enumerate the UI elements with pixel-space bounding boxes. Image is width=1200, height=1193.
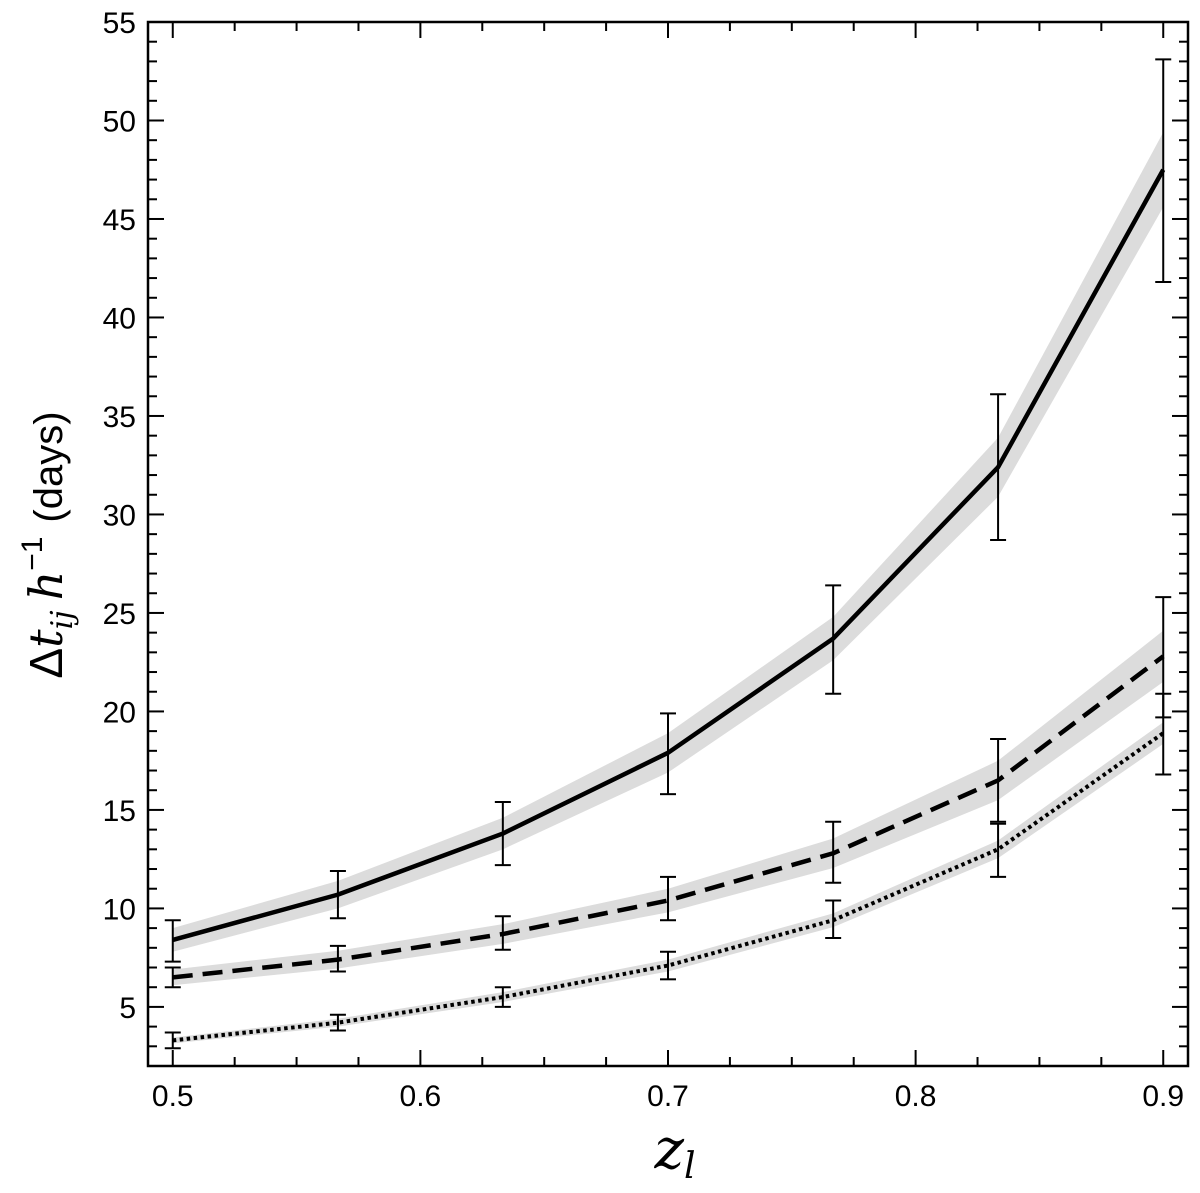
x-tick-label: 0.7	[647, 1080, 689, 1113]
y-tick-label: 15	[103, 795, 136, 828]
x-tick-labels: 0.5 0.6 0.7 0.8 0.9	[152, 1080, 1184, 1113]
errorbar-series-0-point-1	[329, 869, 346, 920]
axis-ticks	[148, 21, 1188, 1067]
errorbar-series-1-point-3	[660, 875, 676, 922]
x-tick-label: 0.6	[400, 1080, 442, 1113]
errorbar-series-2-point-3	[660, 950, 676, 981]
errorbar-series-0-point-2	[494, 801, 511, 867]
errorbar-series-2-point-5	[990, 822, 1007, 878]
errorbar-series-1-point-2	[494, 915, 511, 951]
x-axis-title: zl	[653, 1117, 695, 1187]
errorbar-series-0-point-0	[164, 919, 181, 963]
line-series-1	[172, 654, 1165, 980]
x-tick-label: 0.5	[152, 1080, 194, 1113]
errorbar-series-0-point-3	[660, 712, 676, 796]
uncertainty-bands	[172, 132, 1164, 1044]
y-axis-title: Δtijh−1(days)	[16, 411, 80, 678]
y-tick-labels: 5 10 15 20 25 30 35 40 45 50 55	[103, 7, 136, 1025]
errorbar-series-2-point-1	[329, 1013, 346, 1032]
x-tick-label: 0.9	[1142, 1080, 1184, 1113]
errorbar-series-2-point-6	[1155, 692, 1172, 776]
y-tick-label: 20	[103, 696, 136, 729]
errorbar-series-1-point-5	[990, 738, 1007, 823]
errorbar-series-1-point-4	[825, 820, 842, 884]
y-tick-label: 40	[103, 302, 136, 335]
y-tick-label: 25	[103, 598, 136, 631]
y-tick-label: 50	[103, 105, 136, 138]
errorbar-series-1-point-1	[329, 944, 346, 973]
errorbar-series-0-point-5	[990, 393, 1007, 542]
error-bars	[164, 58, 1172, 1050]
x-tick-label: 0.8	[895, 1080, 937, 1113]
errorbar-series-2-point-2	[494, 986, 511, 1008]
errorbar-series-0-point-6	[1155, 58, 1172, 284]
y-tick-label: 45	[103, 204, 136, 237]
line-series-0	[172, 168, 1166, 943]
errorbar-series-1-point-0	[164, 966, 181, 989]
y-tick-label: 30	[103, 499, 136, 532]
errorbar-series-2-point-4	[825, 899, 842, 939]
errorbar-series-2-point-0	[164, 1031, 181, 1050]
y-tick-label: 5	[119, 992, 136, 1025]
y-tick-label: 55	[103, 7, 136, 40]
y-tick-label: 10	[103, 893, 136, 926]
band-series-1	[172, 630, 1164, 986]
errorbar-series-0-point-4	[825, 584, 842, 695]
y-tick-label: 35	[103, 401, 136, 434]
